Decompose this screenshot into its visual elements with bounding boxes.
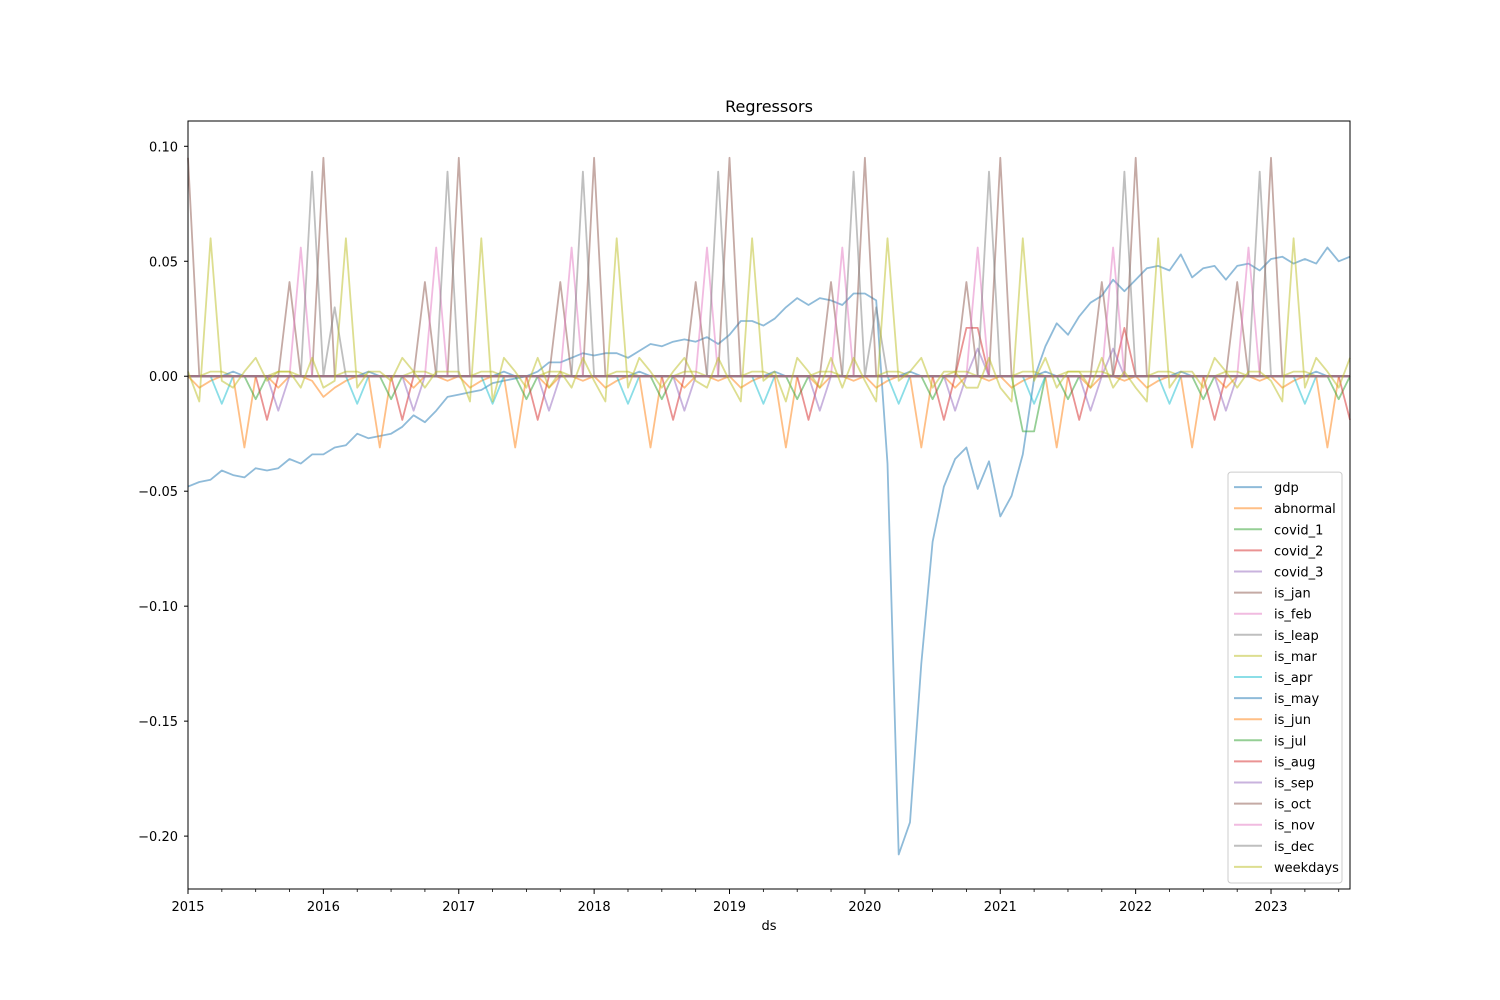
y-tick-label: 0.10 [149, 140, 178, 155]
legend-box [1227, 471, 1343, 884]
legend-label-is_mar: is_mar [1274, 650, 1318, 665]
x-tick-label: 2020 [848, 900, 881, 915]
legend-label-is_jun: is_jun [1274, 713, 1311, 728]
legend: gdp abnormal covid_1 covid_2 covid_3 is_janis… [1227, 471, 1343, 884]
x-tick-label: 2015 [171, 900, 204, 915]
legend-label-is_jan: is_jan [1274, 587, 1311, 602]
legend-label-is_feb: is_feb [1274, 608, 1312, 623]
y-tick-label: −0.20 [138, 830, 178, 845]
legend-label-is_leap: is_leap [1274, 629, 1319, 644]
legend-label-covid_3: covid_3 [1274, 566, 1323, 581]
legend-label-covid_2: covid_2 [1274, 544, 1323, 559]
x-axis-label: ds [761, 919, 776, 934]
legend-label-is_sep: is_sep [1274, 777, 1314, 792]
legend-label-covid_1: covid_1 [1274, 523, 1323, 538]
legend-label-is_oct: is_oct [1274, 798, 1311, 813]
chart-title: Regressors [725, 97, 813, 116]
legend-label-gdp: gdp [1274, 481, 1299, 496]
legend-label-is_may: is_may [1274, 692, 1320, 707]
x-tick-label: 2016 [307, 900, 340, 915]
legend-label-is_dec: is_dec [1274, 840, 1314, 855]
legend-label-is_apr: is_apr [1274, 671, 1313, 686]
legend-label-is_nov: is_nov [1274, 819, 1315, 834]
y-tick-label: 0.00 [149, 370, 178, 385]
x-tick-label: 2023 [1254, 900, 1287, 915]
legend-label-is_aug: is_aug [1274, 755, 1315, 770]
y-tick-label: 0.05 [149, 255, 178, 270]
legend-label-abnormal: abnormal [1274, 502, 1336, 517]
y-tick-label: −0.15 [138, 715, 178, 730]
legend-label-weekdays: weekdays [1274, 861, 1339, 876]
axes-layer: 0.10 0.05 0.00 −0.05 −0.10 −0.15 −0.20 2015 2016… [138, 120, 1351, 915]
x-tick-label: 2022 [1119, 900, 1152, 915]
y-tick-label: −0.05 [138, 485, 178, 500]
legend-label-is_jul: is_jul [1274, 734, 1306, 749]
x-tick-label: 2019 [713, 900, 746, 915]
series-layer [187, 156, 1351, 856]
x-tick-label: 2017 [442, 900, 475, 915]
x-tick-label: 2021 [984, 900, 1017, 915]
y-tick-label: −0.10 [138, 600, 178, 615]
x-tick-label: 2018 [578, 900, 611, 915]
series-line-weekdays [187, 237, 1351, 403]
plot-frame [187, 120, 1351, 890]
